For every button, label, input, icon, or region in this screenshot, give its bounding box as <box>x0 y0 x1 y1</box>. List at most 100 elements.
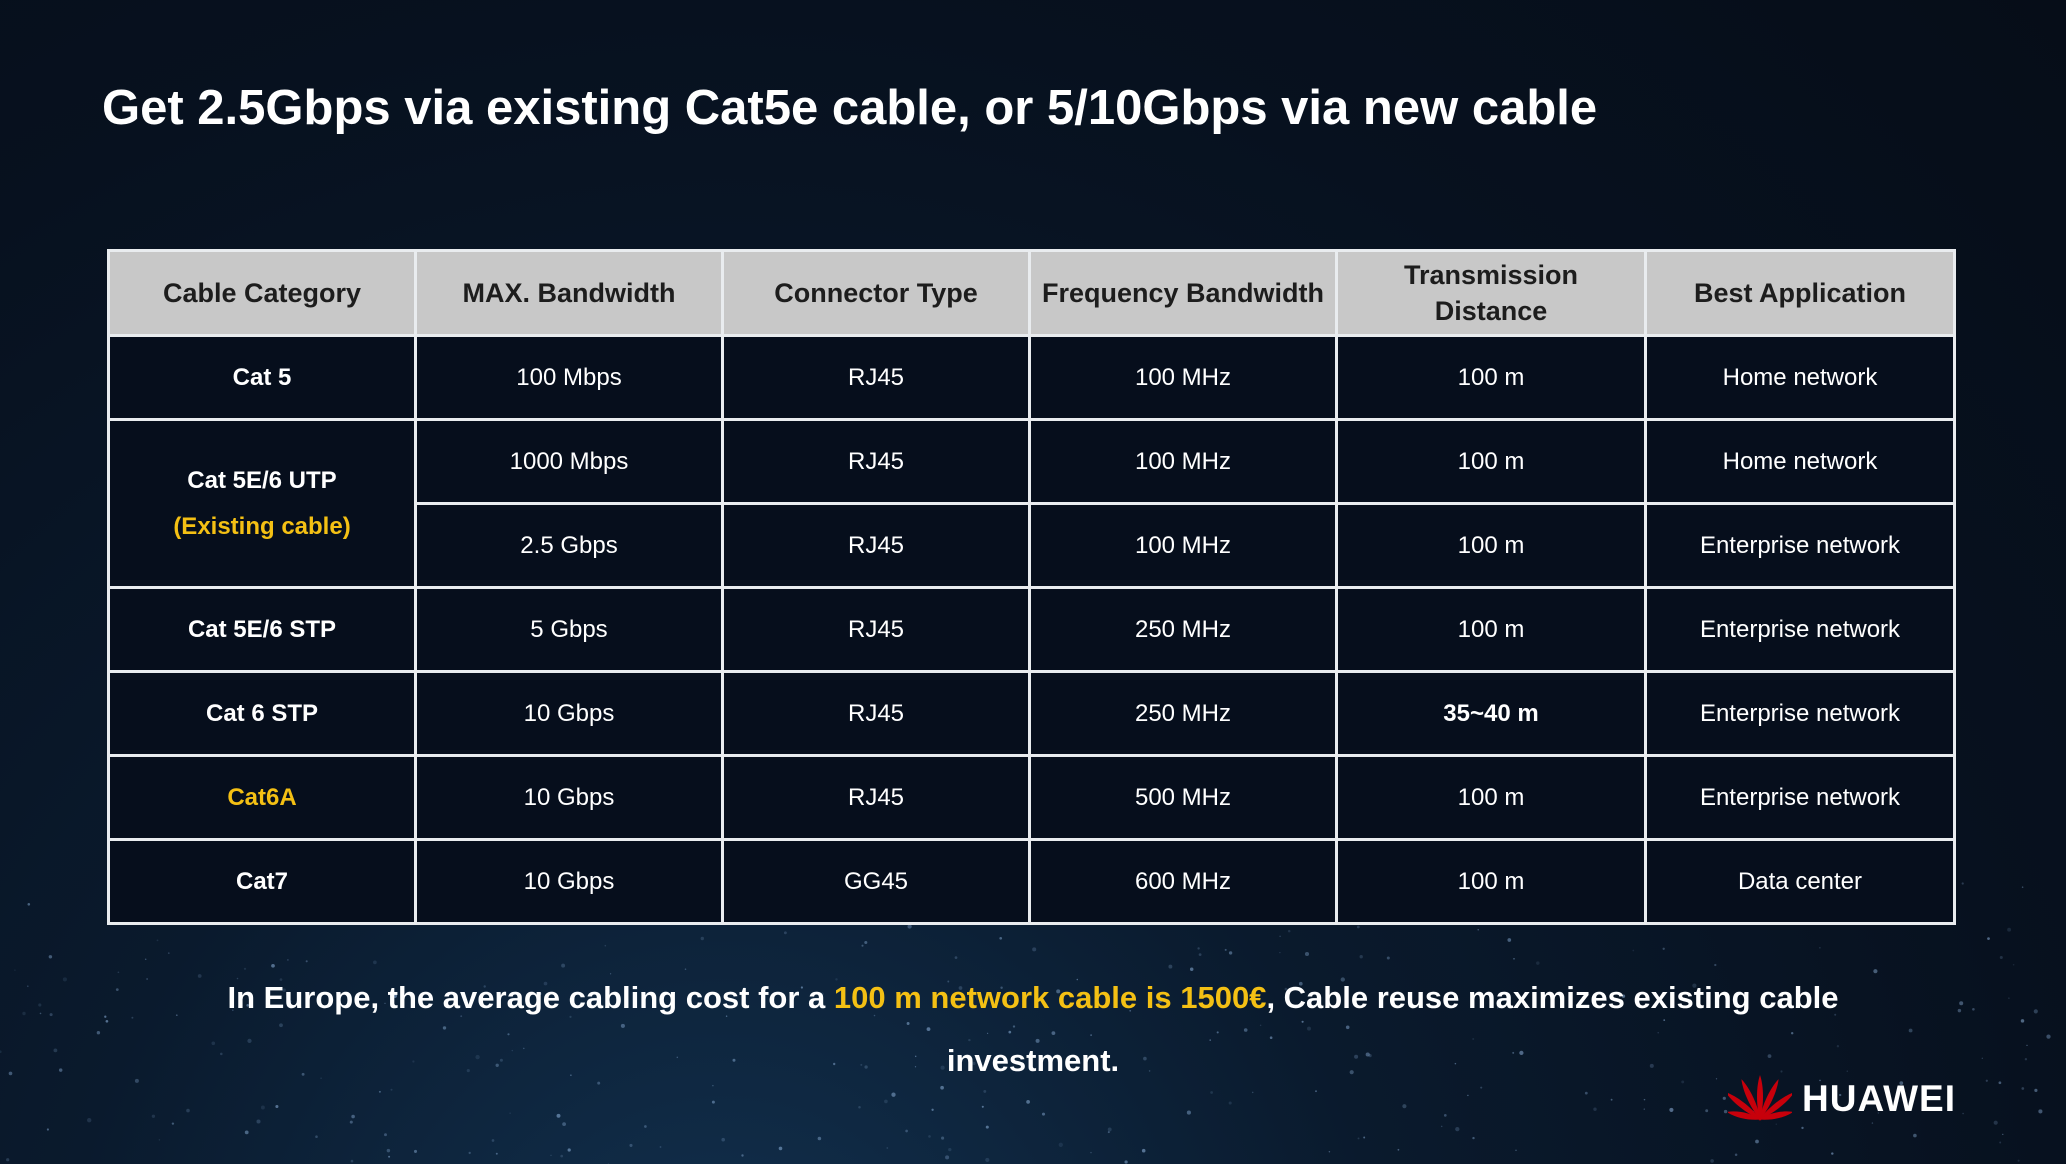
cell-category: Cat 5E/6 STP <box>107 586 417 673</box>
cell-connector: RJ45 <box>721 418 1031 505</box>
particle <box>131 1016 134 1019</box>
particle <box>1873 969 1878 974</box>
particle <box>244 1130 249 1135</box>
particle <box>175 1014 178 1017</box>
particle <box>495 1152 498 1155</box>
particle <box>741 1154 744 1157</box>
particle <box>167 952 170 954</box>
particle <box>550 1154 552 1156</box>
cell-bandwidth: 5 Gbps <box>414 586 724 673</box>
cell-distance: 100 m <box>1335 754 1647 841</box>
particle <box>1999 1141 2002 1144</box>
particle <box>48 955 53 959</box>
particle <box>1734 1153 1738 1157</box>
header-frequency-bandwidth: Frequency Bandwidth <box>1028 249 1338 337</box>
particle <box>1610 1098 1613 1101</box>
slide-title: Get 2.5Gbps via existing Cat5e cable, or… <box>102 81 1598 135</box>
particle <box>1141 1148 1146 1153</box>
particle <box>171 1122 175 1125</box>
cell-distance: 100 m <box>1335 838 1647 925</box>
particle <box>1998 1081 2002 1085</box>
particle <box>1363 1136 1366 1139</box>
particle <box>373 960 377 965</box>
particle <box>62 977 67 982</box>
particle <box>1026 1100 1030 1104</box>
particle <box>2033 1009 2038 1014</box>
particle <box>1993 1120 1998 1125</box>
table-row: Cat 5E/6 UTP (Existing cable) 1000 Mbps … <box>107 418 1956 589</box>
particle <box>1186 1110 1191 1115</box>
particle <box>1402 1104 1407 1109</box>
particle <box>8 1071 13 1076</box>
particle <box>985 1157 990 1162</box>
particle <box>1124 1160 1128 1164</box>
particle <box>783 931 787 935</box>
huawei-logo-text: HUAWEI <box>1802 1078 1956 1119</box>
table-header-row: Cable Category MAX. Bandwidth Connector … <box>107 249 1956 337</box>
particle <box>1359 955 1363 959</box>
particle <box>556 1113 561 1118</box>
particle <box>604 944 607 947</box>
particle <box>864 940 868 945</box>
cell-application: Enterprise network <box>1644 502 1956 589</box>
particle <box>1197 947 1200 950</box>
particle <box>1593 1107 1597 1111</box>
particle <box>158 1139 161 1141</box>
particle <box>46 1128 49 1131</box>
particle <box>1328 1151 1331 1153</box>
cell-category-merged: Cat 5E/6 UTP (Existing cable) <box>107 418 417 589</box>
particle <box>1228 951 1233 955</box>
cell-connector: RJ45 <box>721 334 1031 421</box>
particle <box>1662 947 1665 950</box>
particle <box>562 1122 566 1126</box>
footnote-text-start: In Europe, the average cabling cost for … <box>227 980 834 1015</box>
particle <box>468 1151 471 1155</box>
particle <box>1959 1001 1964 1006</box>
particle <box>2007 927 2012 932</box>
particle <box>945 1155 950 1160</box>
particle <box>104 1015 107 1018</box>
particle <box>1357 1137 1360 1140</box>
particle <box>1058 1142 1063 1147</box>
particle <box>144 958 147 960</box>
particle <box>1710 1159 1714 1163</box>
cell-application: Home network <box>1644 334 1956 421</box>
particle <box>386 1148 391 1153</box>
cell-bandwidth: 10 Gbps <box>414 754 724 841</box>
particle <box>256 1119 261 1124</box>
particle <box>948 1147 952 1152</box>
category-note: (Existing cable) <box>173 512 351 540</box>
cell-bandwidth: 10 Gbps <box>414 838 724 925</box>
particle <box>1913 1133 1917 1138</box>
particle <box>349 1120 353 1124</box>
particle <box>711 1100 715 1104</box>
particle <box>1467 1094 1469 1097</box>
particle <box>1287 929 1291 933</box>
header-best-application: Best Application <box>1644 249 1956 337</box>
particle <box>117 971 120 974</box>
particle <box>2002 1133 2004 1135</box>
particle <box>1279 951 1281 954</box>
particle <box>1584 1091 1588 1095</box>
particle <box>2021 886 2024 888</box>
particle <box>891 1092 896 1097</box>
particle <box>156 939 159 942</box>
particle <box>105 1019 109 1023</box>
particle <box>413 1149 418 1153</box>
huawei-logo: HUAWEI <box>1728 1073 1956 1125</box>
cell-frequency: 600 MHz <box>1028 838 1338 925</box>
cell-frequency: 100 MHz <box>1028 502 1338 589</box>
particle <box>1443 1114 1447 1117</box>
particle <box>186 1108 190 1113</box>
table-row: Cat6A 10 Gbps RJ45 500 MHz 100 m Enterpr… <box>107 754 1956 841</box>
cell-distance: 100 m <box>1335 334 1647 421</box>
particle <box>659 1146 662 1148</box>
particle <box>1198 953 1202 956</box>
particle <box>58 1068 63 1072</box>
particle <box>1477 929 1479 931</box>
particle <box>858 1105 861 1109</box>
footnote-highlight: 100 m network cable is 1500€ <box>833 980 1267 1015</box>
cell-frequency: 100 MHz <box>1028 334 1338 421</box>
cell-distance: 100 m <box>1335 502 1647 589</box>
cell-frequency: 250 MHz <box>1028 670 1338 757</box>
